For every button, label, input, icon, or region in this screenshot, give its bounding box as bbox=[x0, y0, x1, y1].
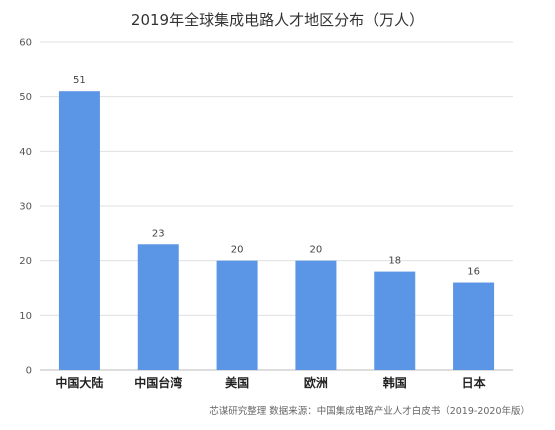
data-label: 20 bbox=[231, 245, 244, 256]
chart-title: 2019年全球集成电路人才地区分布（万人） bbox=[130, 11, 425, 29]
y-tick-label: 40 bbox=[19, 147, 32, 158]
source-note: 芯谋研究整理 数据来源：中国集成电路产业人才白皮书（2019-2020年版） bbox=[209, 406, 530, 417]
y-tick-label: 30 bbox=[19, 202, 32, 213]
data-label: 18 bbox=[388, 256, 401, 267]
y-tick-label: 50 bbox=[19, 92, 32, 103]
bar bbox=[374, 271, 416, 370]
bar bbox=[453, 282, 495, 370]
y-tick-label: 0 bbox=[26, 366, 32, 377]
bar bbox=[58, 91, 100, 370]
bar bbox=[295, 260, 337, 370]
x-tick-label: 日本 bbox=[462, 375, 486, 390]
x-tick-label: 欧洲 bbox=[304, 375, 328, 390]
bar bbox=[216, 260, 258, 370]
data-label: 20 bbox=[310, 245, 323, 256]
y-tick-label: 60 bbox=[19, 38, 32, 49]
data-label: 16 bbox=[467, 267, 480, 278]
bar bbox=[137, 244, 179, 370]
x-tick-label: 中国大陆 bbox=[55, 375, 103, 390]
data-label: 23 bbox=[152, 228, 165, 239]
y-tick-label: 10 bbox=[19, 311, 32, 322]
y-tick-label: 20 bbox=[19, 256, 32, 267]
x-tick-label: 美国 bbox=[225, 375, 249, 390]
x-tick-label: 韩国 bbox=[383, 375, 407, 390]
data-label: 51 bbox=[73, 75, 86, 86]
x-tick-label: 中国台湾 bbox=[134, 375, 182, 390]
